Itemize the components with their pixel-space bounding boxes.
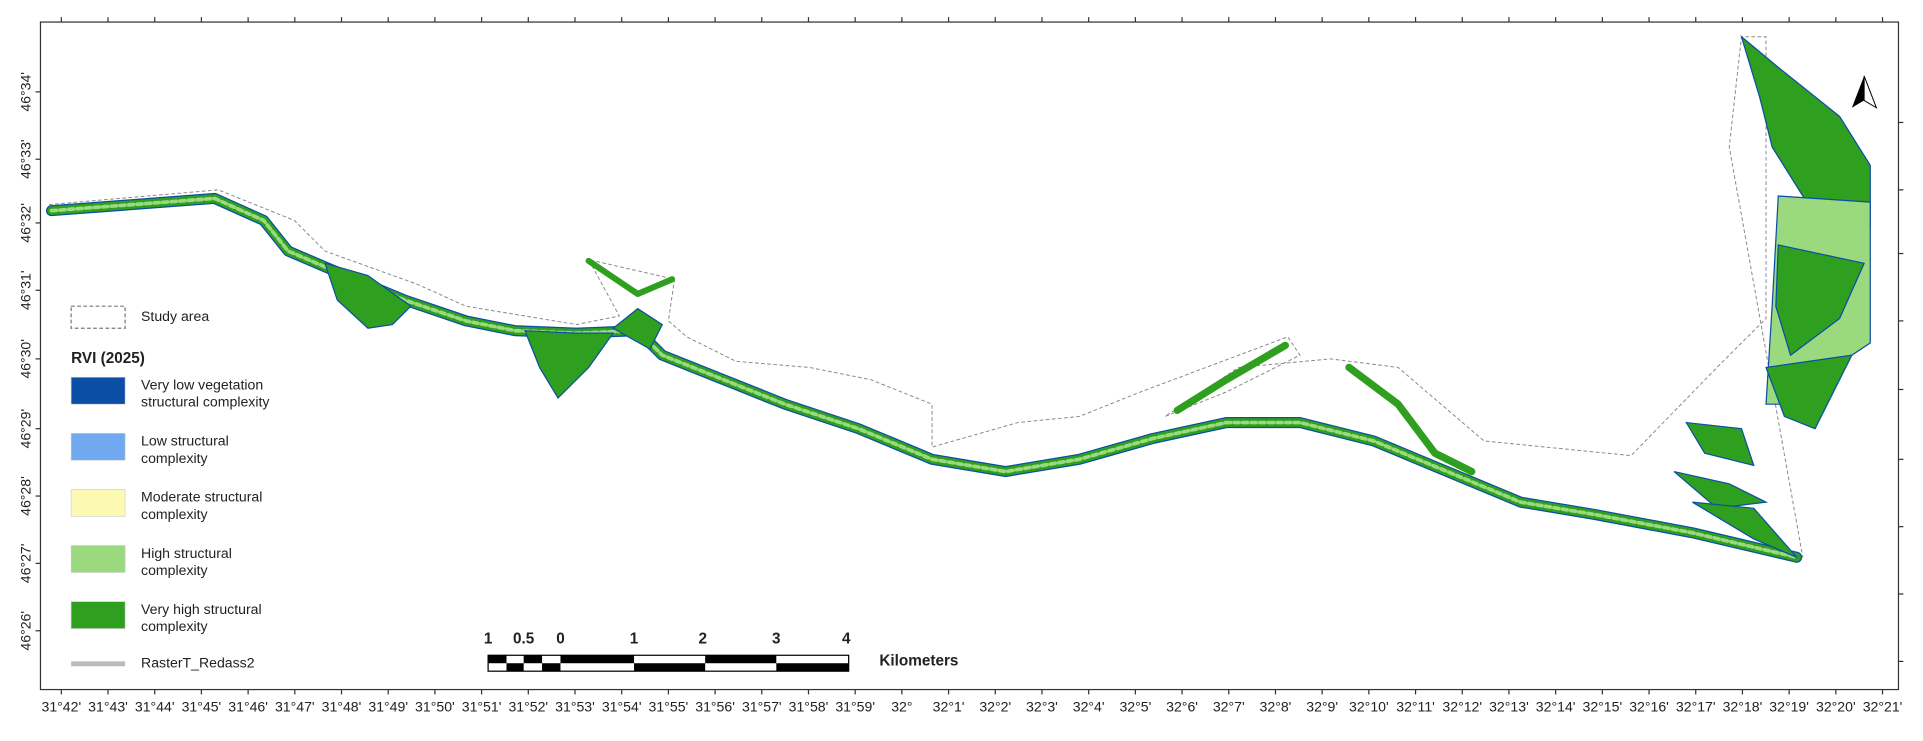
x-label: 32°12'	[1442, 699, 1482, 715]
scale-label: 0	[556, 630, 565, 647]
scale-label: 0.5	[513, 630, 535, 647]
x-label: 31°53'	[555, 699, 595, 715]
x-label: 31°59'	[835, 699, 875, 715]
y-label: 46°31'	[18, 270, 34, 310]
x-label: 32°10'	[1349, 699, 1389, 715]
x-label: 32°	[891, 699, 912, 715]
legend-label: Moderate structural	[141, 489, 262, 505]
x-label: 31°56'	[695, 699, 735, 715]
x-label: 32°9'	[1306, 699, 1338, 715]
x-label: 32°21'	[1863, 699, 1903, 715]
x-label: 31°48'	[322, 699, 362, 715]
x-label: 32°11'	[1396, 699, 1435, 715]
legend-swatch	[70, 489, 126, 517]
x-label: 32°20'	[1816, 699, 1856, 715]
x-label: 32°8'	[1260, 699, 1292, 715]
legend-label: complexity	[141, 450, 209, 466]
x-label: 32°7'	[1213, 699, 1245, 715]
legend-label: complexity	[141, 562, 209, 578]
x-label: 31°44'	[135, 699, 175, 715]
legend-label: complexity	[141, 506, 209, 522]
x-label: 31°42'	[41, 699, 81, 715]
x-label: 32°5'	[1119, 699, 1151, 715]
x-label: 32°13'	[1489, 699, 1529, 715]
legend-label: Very low vegetation	[141, 377, 263, 393]
legend-label: RasterT_Redass2	[141, 655, 255, 671]
x-label: 31°55'	[649, 699, 689, 715]
scale-unit: Kilometers	[879, 652, 958, 669]
legend-label: High structural	[141, 545, 232, 561]
x-label: 31°46'	[228, 699, 268, 715]
x-label: 31°51'	[462, 699, 502, 715]
y-label: 46°26'	[18, 611, 34, 651]
legend-label: Study area	[141, 308, 209, 324]
legend-title: RVI (2025)	[71, 350, 145, 367]
scale-label: 4	[842, 630, 851, 647]
x-label: 31°50'	[415, 699, 455, 715]
y-label: 46°34'	[18, 72, 34, 112]
x-label: 32°2'	[979, 699, 1011, 715]
x-label: 32°18'	[1723, 699, 1763, 715]
legend-swatch	[70, 433, 126, 461]
scale-bar: Kilometers	[487, 652, 958, 672]
scale-label: 1	[484, 630, 493, 647]
scale-label: 2	[698, 630, 707, 647]
x-label: 31°47'	[275, 699, 315, 715]
x-label: 31°54'	[602, 699, 642, 715]
x-label: 32°16'	[1629, 699, 1669, 715]
x-label: 32°3'	[1026, 699, 1058, 715]
x-label: 32°1'	[933, 699, 965, 715]
scale-label: 1	[630, 630, 639, 647]
legend-label: Low structural	[141, 433, 229, 449]
x-label: 31°57'	[742, 699, 782, 715]
legend-swatch	[70, 545, 126, 573]
x-label: 31°58'	[789, 699, 829, 715]
legend-label: complexity	[141, 618, 209, 634]
x-label: 32°6'	[1166, 699, 1198, 715]
x-label: 32°15'	[1583, 699, 1623, 715]
y-label: 46°28'	[18, 476, 34, 516]
y-label: 46°29'	[18, 409, 34, 449]
legend-label: Very high structural	[141, 601, 262, 617]
x-label: 31°52'	[508, 699, 548, 715]
x-label: 31°43'	[88, 699, 128, 715]
vegetation-patches	[324, 34, 1871, 558]
y-label: 46°33'	[18, 139, 34, 179]
legend: Study area RVI (2025) RasterT_Redass2 Ve…	[70, 305, 270, 671]
y-label: 46°32'	[18, 203, 34, 243]
x-label: 32°17'	[1676, 699, 1716, 715]
x-label: 32°4'	[1073, 699, 1105, 715]
x-label: 31°45'	[182, 699, 222, 715]
map-frame	[39, 21, 1900, 691]
study-area-outline	[49, 36, 1804, 558]
y-label: 46°27'	[18, 544, 34, 584]
study-area-swatch	[70, 305, 126, 329]
y-label: 46°30'	[18, 339, 34, 379]
x-label: 31°49'	[368, 699, 408, 715]
legend-swatch	[70, 376, 126, 405]
x-label: 32°14'	[1536, 699, 1576, 715]
scale-label: 3	[772, 630, 781, 647]
legend-swatch	[70, 601, 126, 629]
legend-label: structural complexity	[141, 394, 270, 410]
x-label: 32°19'	[1769, 699, 1809, 715]
